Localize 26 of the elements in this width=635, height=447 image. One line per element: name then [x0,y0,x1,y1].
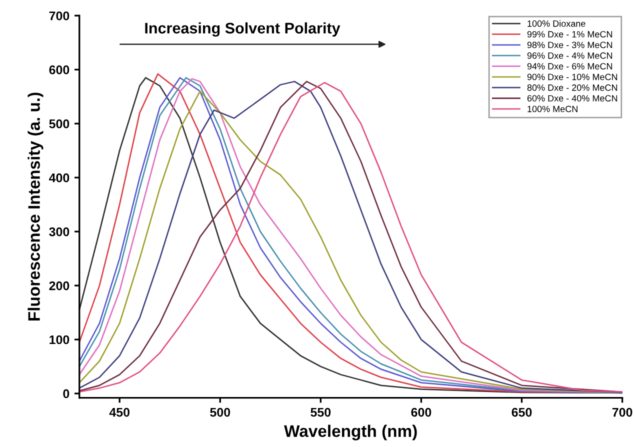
legend-label: 100% Dioxane [528,20,586,27]
x-tick-label: 600 [411,408,432,417]
x-tick-label: 500 [210,408,230,417]
y-tick-label: 100 [50,335,70,344]
x-axis-title: Wavelength (nm) [284,424,417,440]
x-tick-label: 550 [310,408,331,417]
y-tick-label: 200 [49,281,70,290]
legend-label: 96% Dxe - 4% MeCN [527,52,612,59]
y-axis-title: Fluorescence Intensity (a. u.) [28,92,44,320]
legend-label: 99% Dxe - 1% MeCN [527,31,612,38]
legend-label: 60% Dxe - 40% MeCN [527,95,618,102]
y-tick-label: 700 [49,11,70,20]
x-tick-label: 650 [512,408,532,417]
y-tick-label: 600 [49,65,70,74]
y-tick-label: 400 [48,173,70,182]
y-tick-label: 0 [63,389,70,398]
x-tick-label: 700 [612,408,632,417]
legend-label: 98% Dxe - 3% MeCN [527,42,612,48]
y-tick-label: 300 [49,227,70,236]
legend-label: 94% Dxe - 6% MeCN [527,63,612,70]
x-tick-label: 450 [109,408,130,417]
legend-label: 90% Dxe - 10% MeCN [527,74,618,80]
legend-label: 80% Dxe - 20% MeCN [527,84,618,91]
legend-label: 100% MeCN [528,106,578,112]
y-tick-label: 500 [49,119,70,128]
annotation: Increasing Solvent Polarity [145,22,340,37]
